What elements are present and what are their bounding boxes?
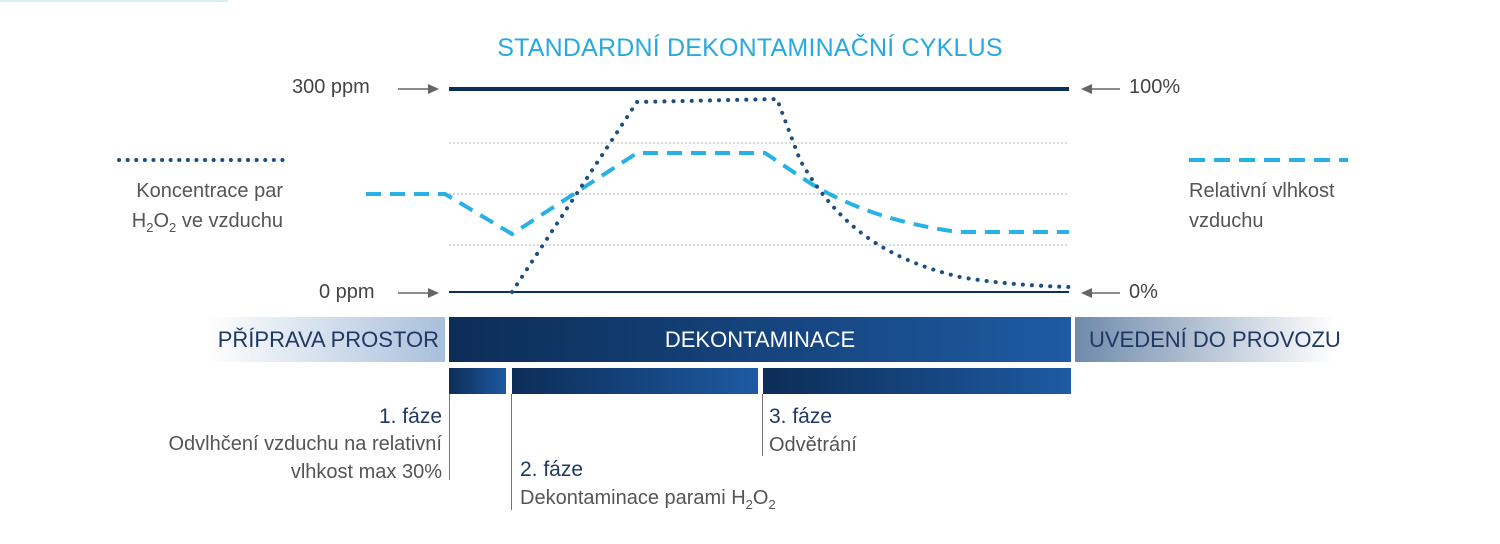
axis-left-bottom-label: 0 ppm bbox=[319, 281, 375, 303]
axis-left-top-label: 300 ppm bbox=[292, 76, 370, 98]
axis-right-bottom-label: 0% bbox=[1129, 281, 1158, 303]
phase-3-desc: Odvětrání bbox=[769, 434, 857, 456]
h2o2-concentration-curve bbox=[510, 96, 1071, 294]
legend-left-line2: H2O2 ve vzduchu bbox=[131, 210, 283, 235]
legend-left-text: Koncentrace par H2O2 ve vzduchu bbox=[0, 176, 283, 243]
phase-3-title: 3. fáze bbox=[769, 405, 833, 428]
legend-right-line1: Relativní vlhkost bbox=[1189, 180, 1335, 202]
phase-2-bar bbox=[512, 368, 758, 394]
phase-1-desc: Odvlhčení vzduchu na relativní vlhkost m… bbox=[168, 433, 443, 483]
arrow-left-icon bbox=[1081, 288, 1120, 298]
page-title: STANDARDNÍ DEKONTAMINAČNÍ CYKLUS bbox=[497, 34, 1003, 62]
legend-left-line1: Koncentrace par bbox=[136, 180, 283, 202]
phase-2-divider bbox=[511, 394, 512, 510]
phase-1-bar bbox=[449, 368, 506, 394]
legend-right-line2: vzduchu bbox=[1189, 210, 1264, 232]
top-accent-line bbox=[0, 0, 228, 2]
band-prep-bg bbox=[205, 317, 445, 362]
band-main-bg bbox=[449, 317, 1071, 362]
phase-1-title: 1. fáze bbox=[378, 405, 442, 428]
relative-humidity-curve bbox=[366, 151, 1069, 237]
arrow-right-icon bbox=[398, 84, 439, 94]
band-prep-label: PŘÍPRAVA PROSTOR bbox=[217, 326, 439, 352]
phase-1-divider bbox=[449, 394, 450, 480]
arrow-right-icon bbox=[398, 288, 439, 298]
legend-right-text: Relativní vlhkost vzduchu bbox=[1189, 176, 1335, 236]
phase-2-title: 2. fáze bbox=[520, 458, 584, 481]
phase-2-desc: Dekontaminace parami H2O2 bbox=[520, 487, 776, 512]
band-main-label: DEKONTAMINACE bbox=[664, 326, 856, 352]
phase-3-bar bbox=[763, 368, 1071, 394]
axis-right-top-label: 100% bbox=[1129, 76, 1181, 98]
arrow-left-icon bbox=[1081, 84, 1120, 94]
band-commissioning-label: UVEDENÍ DO PROVOZU bbox=[1089, 326, 1341, 352]
band-comm-bg bbox=[1075, 317, 1335, 362]
phase-3-divider bbox=[762, 394, 763, 456]
